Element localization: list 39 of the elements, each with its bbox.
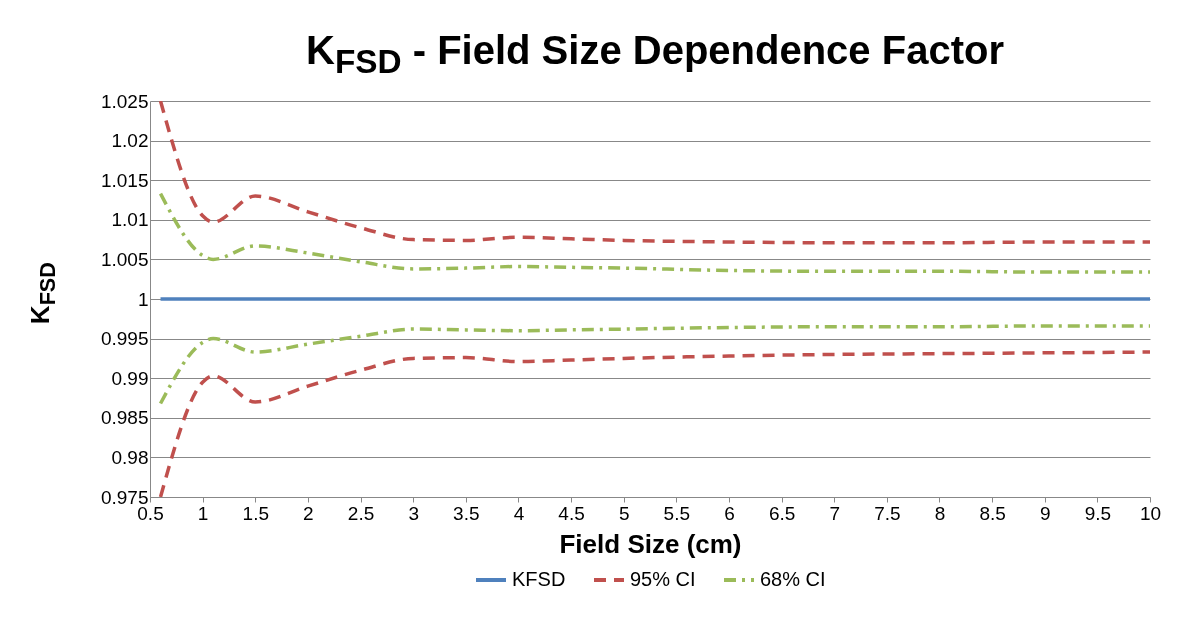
line-series [158,324,1150,406]
x-tick-label: 6 [724,502,735,524]
x-tick-label: 6.5 [768,502,796,524]
chart-title: K$_{FSD}$ - Field Size Dependence Factor [305,28,1005,81]
y-tick-label: 0.99 [111,367,149,389]
x-tick-label: 1 [197,502,209,524]
x-axis-title: Field Size (cm) [559,528,742,559]
x-tick-label: 8 [934,502,946,524]
x-tick-label: 9 [1039,502,1051,524]
x-tick-label: 4 [513,502,525,524]
y-tick-label: 1 [137,288,149,310]
y-tick-label: 0.98 [111,446,149,468]
y-tick-label: 0.985 [100,407,149,429]
x-tick-label: 5.5 [663,502,691,524]
x-tick-label: 2 [303,502,314,524]
line-series [158,101,1150,245]
x-tick-label: 4.5 [558,502,585,524]
legend-label: 95% CI [630,568,696,590]
y-tick-label: 0.975 [100,486,149,508]
x-tick-label: 1.5 [242,502,269,524]
x-tick-label: 7.5 [874,502,901,524]
x-tick-label: 10 [1139,502,1162,524]
y-tick-label: 1.005 [100,248,149,270]
y-tick-label: 0.995 [100,328,149,350]
x-tick-label: 9.5 [1084,502,1112,524]
x-tick-label: 5 [618,502,630,524]
x-tick-label: 7 [829,502,840,524]
line-series [158,350,1150,497]
x-tick-label: 8.5 [979,502,1006,524]
legend-label: 68% CI [760,568,826,590]
y-tick-label: 1.025 [100,90,149,112]
y-tick-label: 1.01 [111,209,149,231]
y-tick-label: 1.02 [111,130,149,152]
x-tick-label: 3 [408,502,419,524]
y-tick-label: 1.015 [100,169,149,191]
legend-label: KFSD [512,568,566,590]
x-tick-label: 2.5 [347,502,375,524]
line-series [158,191,1150,274]
x-tick-label: 3.5 [453,502,480,524]
